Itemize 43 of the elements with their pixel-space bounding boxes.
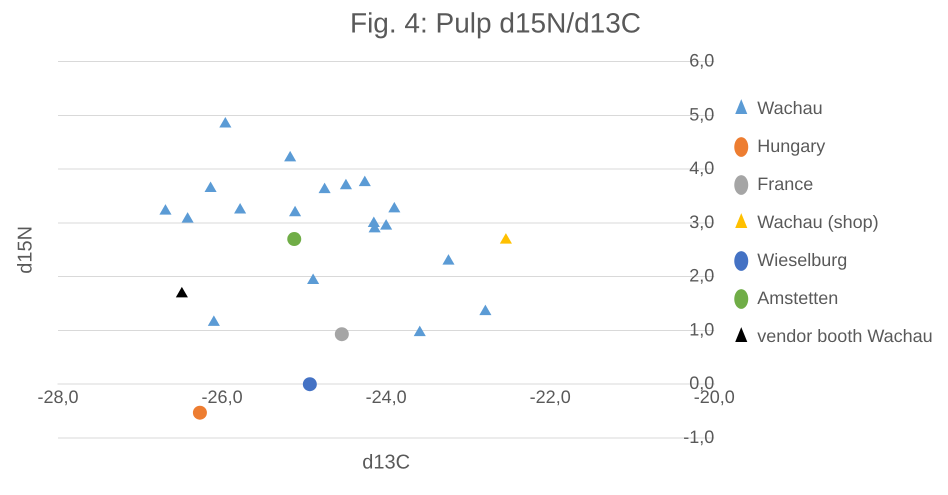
point [318,182,331,194]
point [380,219,392,230]
x-tick-label: -24,0 [366,386,407,407]
point [204,182,217,192]
point [334,327,349,342]
point [414,326,426,336]
point [302,377,317,392]
y-tick-label: 3,0 [689,212,714,232]
y-tick-label: 4,0 [689,158,714,178]
legend-label: Wachau [757,98,823,118]
x-tick-label: -22,0 [530,386,571,407]
y-axis-title: d15N [14,226,37,274]
point [388,202,400,212]
point [182,212,194,223]
point [159,204,172,215]
y-tick-label: 5,0 [689,104,714,124]
point [234,203,246,214]
legend-label: France [757,174,814,194]
y-tick-label: 6,0 [689,50,714,71]
x-tick-label: -28,0 [37,386,79,407]
point [289,206,302,216]
point [500,233,512,244]
point [208,315,220,326]
y-tick-label: -1,0 [683,426,714,447]
legend-label: Wachau (shop) [757,212,879,232]
chart-title: Fig. 4: Pulp d15N/d13C [350,8,642,39]
y-tick-label: 2,0 [689,266,714,286]
x-axis-title: d13C [362,452,410,474]
point [219,116,232,128]
legend-label: Hungary [757,136,826,156]
point [479,304,492,316]
y-tick-label: 1,0 [689,319,714,340]
legend-label: Amstetten [757,288,838,308]
legend-label: vendor booth Wachau [757,326,933,346]
point [176,286,188,298]
legend-label: Wieselburg [757,250,848,270]
point [358,176,371,186]
point [442,254,455,265]
point [284,150,296,162]
point [307,273,320,284]
point [340,178,352,190]
x-tick-label: -26,0 [202,386,243,407]
point [192,406,207,420]
